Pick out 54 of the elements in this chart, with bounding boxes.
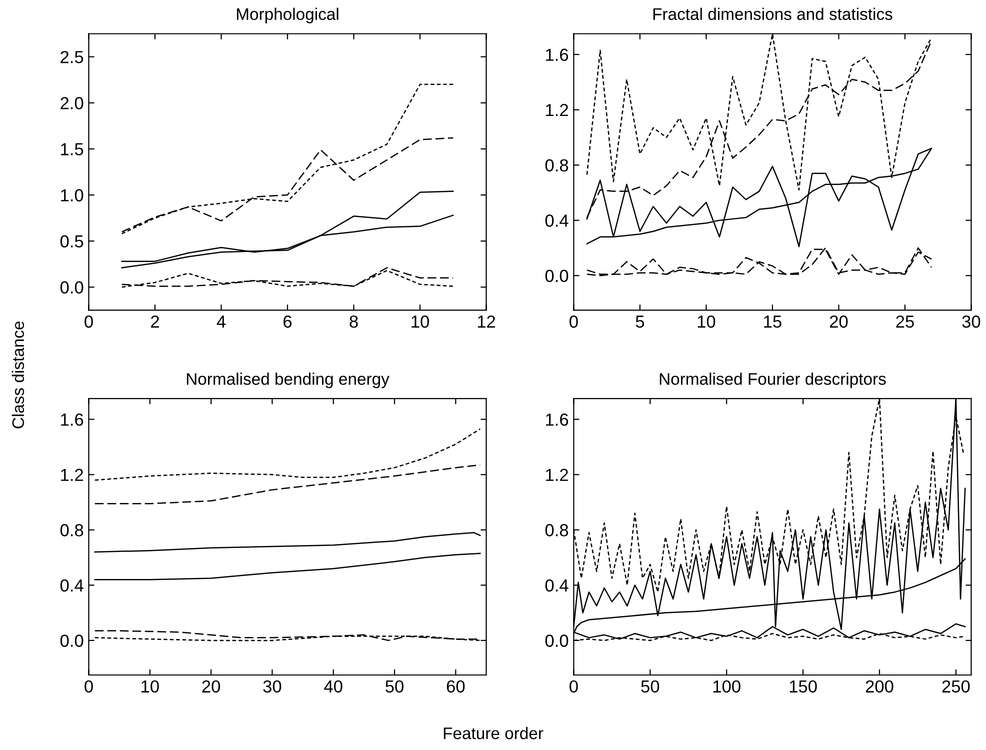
y-tick-label: 1.5 [61, 143, 84, 156]
chart-title: Fractal dimensions and statistics [653, 8, 892, 20]
x-tick-label: 40 [324, 680, 342, 693]
x-tick-label: 20 [202, 680, 220, 693]
x-tick-label: 2 [151, 315, 159, 328]
x-tick-label: 250 [942, 680, 970, 693]
chart-title: Normalised Fourier descriptors [660, 372, 886, 388]
x-tick-label: 200 [866, 680, 894, 693]
y-tick-label: 0.8 [545, 159, 568, 172]
y-tick-label: 0.0 [545, 270, 568, 282]
y-tick-label: 1.6 [61, 413, 84, 426]
x-tick-label: 50 [386, 680, 404, 693]
x-tick-label: 15 [764, 316, 782, 328]
y-tick-label: 0.4 [545, 579, 568, 592]
chart-title: Morphological [236, 8, 338, 24]
x-tick-label: 6 [284, 315, 292, 328]
x-tick-label: 100 [713, 680, 740, 693]
x-tick-label: 0 [570, 680, 578, 693]
x-tick-label: 20 [830, 315, 848, 328]
y-tick-label: 2.0 [60, 97, 84, 110]
y-tick-label: 0.8 [60, 524, 84, 536]
x-tick-label: 150 [790, 680, 817, 693]
x-tick-label: 10 [412, 315, 429, 328]
y-tick-label: 0.5 [60, 235, 84, 248]
x-tick-label: 4 [216, 316, 226, 328]
x-axis-title: Feature order [444, 726, 544, 740]
x-tick-label: 25 [896, 315, 914, 328]
y-tick-label: 0.0 [60, 634, 84, 647]
x-tick-label: 12 [478, 315, 496, 328]
x-tick-label: 30 [962, 315, 980, 328]
x-tick-label: 10 [698, 315, 716, 328]
x-tick-label: 8 [350, 315, 358, 328]
x-tick-label: 60 [446, 680, 465, 693]
y-tick-label: 2.5 [60, 50, 84, 64]
y-tick-label: 1.2 [546, 104, 568, 116]
x-tick-label: 0 [570, 315, 578, 328]
y-tick-label: 0.0 [545, 634, 568, 647]
y-tick-label: 0.4 [545, 214, 568, 227]
x-tick-label: 10 [142, 680, 159, 693]
x-tick-label: 0 [84, 315, 93, 328]
y-axis-title: Class distance [12, 322, 24, 428]
x-tick-label: 30 [263, 680, 282, 693]
y-tick-label: 1.2 [61, 468, 84, 481]
y-tick-label: 1.2 [546, 468, 568, 481]
y-tick-label: 0.0 [60, 281, 84, 294]
y-tick-label: 0.4 [60, 579, 84, 592]
y-tick-label: 1.0 [61, 189, 84, 202]
x-tick-label: 50 [641, 680, 660, 693]
x-tick-label: 0 [84, 680, 93, 693]
chart-title: Normalised bending energy [186, 372, 390, 388]
y-tick-label: 1.6 [546, 48, 568, 61]
y-tick-label: 1.6 [546, 413, 568, 426]
y-tick-label: 0.8 [545, 524, 568, 536]
x-tick-label: 5 [636, 316, 644, 328]
